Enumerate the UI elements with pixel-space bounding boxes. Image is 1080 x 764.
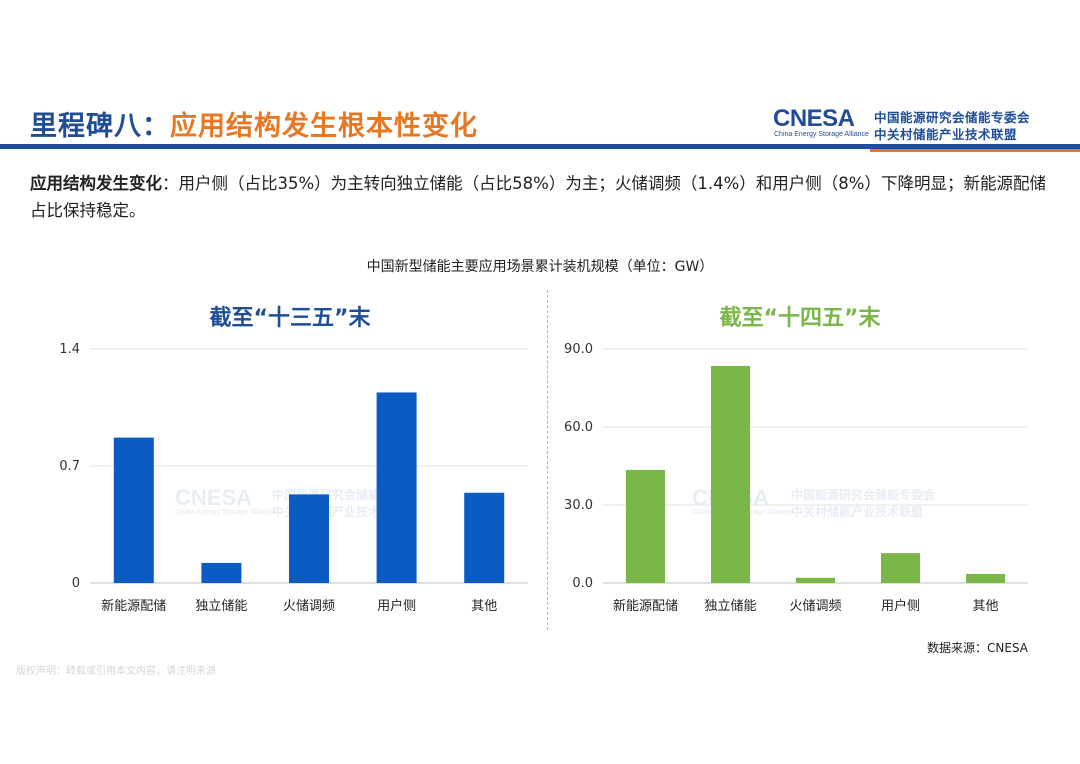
bar (464, 492, 505, 583)
chart-title: 中国新型储能主要应用场景累计装机规模（单位：GW） (366, 259, 714, 275)
bar (201, 562, 242, 583)
logo-cn-line2: 中关村储能产业技术联盟 (874, 127, 1018, 142)
copyright-note: 版权声明：转载或引用本文内容，请注明来源 (16, 666, 216, 677)
header-rule-blue (0, 144, 1080, 149)
panel-divider (547, 290, 548, 630)
x-category-label: 新能源配储 (613, 598, 678, 614)
y-tick-label: 30.0 (564, 498, 593, 513)
bar (796, 577, 835, 583)
x-category-label: 用户侧 (881, 598, 920, 614)
x-category-label: 新能源配储 (101, 598, 166, 614)
cnesa-logo: CNESA China Energy Storage Alliance 中国能源… (773, 103, 1063, 143)
bar-chart-13th: 0 0.7 1.4 新能源配储 独立储能 火储调频 用户侧 其他 (59, 342, 528, 614)
y-tick-label: 60.0 (564, 420, 593, 435)
summary-text: 应用结构发生变化：用户侧（占比35%）为主转向独立储能（占比58%）为主；火储调… (30, 170, 1050, 224)
title-prefix: 里程碑八： (30, 111, 170, 142)
header-rule-orange (870, 149, 1080, 152)
panel-title-14th: 截至“十四五”末 (719, 306, 881, 331)
x-category-label: 其他 (972, 599, 998, 614)
chart-panel-14th: 截至“十四五”末 CNESA China Energy Storage Alli… (555, 290, 1045, 630)
y-tick-label: 90.0 (564, 342, 593, 357)
title-main: 应用结构发生根本性变化 (170, 111, 478, 142)
slide-header: 里程碑八：应用结构发生根本性变化 CNESA China Energy Stor… (0, 0, 1080, 160)
x-category-label: 独立储能 (704, 599, 756, 614)
summary-body: ：用户侧（占比35%）为主转向独立储能（占比58%）为主；火储调频（1.4%）和… (30, 174, 1046, 220)
logo-mark: CNESA (773, 105, 855, 132)
slide-title: 里程碑八：应用结构发生根本性变化 (30, 104, 478, 143)
y-tick-label: 0 (72, 576, 80, 591)
x-category-label: 独立储能 (195, 599, 247, 614)
bar (113, 437, 154, 583)
chart-panel-13th: 截至“十三五”末 CNESA China Energy Storage Alli… (40, 290, 540, 630)
bar (626, 469, 665, 583)
x-category-label: 火储调频 (789, 599, 841, 614)
x-category-label: 其他 (471, 599, 497, 614)
logo-sub: China Energy Storage Alliance (774, 131, 869, 138)
summary-lead: 应用结构发生变化 (30, 174, 162, 193)
bar (289, 494, 329, 583)
y-tick-label: 1.4 (59, 342, 80, 357)
bar (376, 392, 417, 583)
bar (881, 553, 920, 583)
x-category-label: 用户侧 (377, 598, 416, 614)
panel-title-13th: 截至“十三五”末 (209, 306, 371, 331)
bar-chart-14th: 0.0 30.0 60.0 90.0 新能源配储 独立储能 火储调频 用户侧 其他 (564, 342, 1028, 614)
x-category-label: 火储调频 (283, 599, 335, 614)
y-tick-label: 0.7 (59, 459, 80, 474)
logo-cn-line1: 中国能源研究会储能专委会 (874, 110, 1031, 125)
bar (711, 365, 750, 583)
y-tick-label: 0.0 (572, 576, 593, 591)
data-source: 数据来源：CNESA (927, 641, 1028, 655)
bar (966, 573, 1005, 583)
